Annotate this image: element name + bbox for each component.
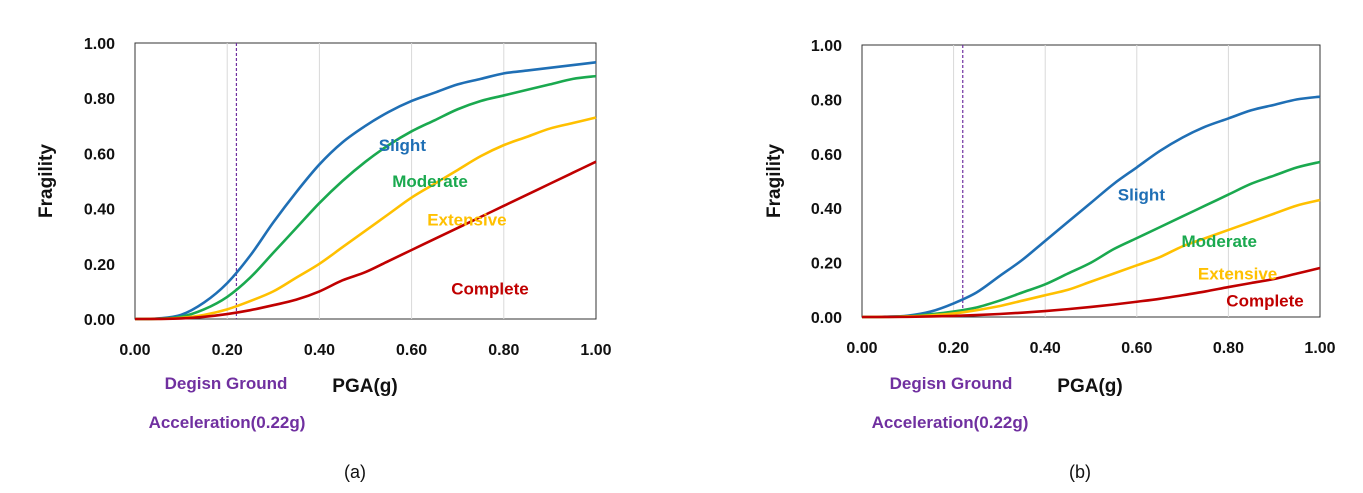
chart-a: 0.00 0.20 0.40 0.60 0.80 1.00 0.00 0.20 0.40 0.6… bbox=[36, 36, 612, 482]
y-tick-label: 1.00 bbox=[811, 38, 842, 55]
y-tick-labels: 0.00 0.20 0.40 0.60 0.80 1.00 bbox=[84, 36, 115, 329]
design-ground-annotation-line1: Degisn Ground bbox=[165, 374, 288, 393]
x-axis-label: PGA(g) bbox=[1057, 376, 1122, 397]
series-label-slight: Slight bbox=[379, 136, 427, 155]
design-ground-annotation-line2: Acceleration(0.22g) bbox=[149, 413, 306, 432]
y-tick-label: 0.00 bbox=[811, 310, 842, 327]
x-tick-labels: 0.00 0.20 0.40 0.60 0.80 1.00 bbox=[846, 340, 1335, 357]
plot-frame bbox=[861, 44, 1321, 318]
x-tick-labels: 0.00 0.20 0.40 0.60 0.80 1.00 bbox=[119, 342, 611, 359]
x-tick-label: 1.00 bbox=[1304, 340, 1335, 357]
y-tick-label: 0.80 bbox=[84, 91, 115, 108]
series-labels: Slight Moderate Extensive Complete bbox=[1118, 186, 1304, 311]
x-axis-label: PGA(g) bbox=[332, 376, 397, 397]
series-label-complete: Complete bbox=[1226, 292, 1303, 311]
x-tick-label: 0.00 bbox=[119, 342, 150, 359]
gridlines bbox=[953, 45, 1229, 317]
y-tick-label: 0.40 bbox=[84, 202, 115, 219]
y-axis-label: Fragility bbox=[36, 144, 57, 218]
series-labels: Slight Moderate Extensive Complete bbox=[379, 136, 529, 299]
x-tick-label: 0.40 bbox=[304, 342, 335, 359]
series-lines bbox=[861, 95, 1321, 319]
gridlines bbox=[226, 43, 505, 319]
x-tick-label: 0.80 bbox=[488, 342, 519, 359]
series-line-extensive bbox=[861, 198, 1321, 319]
series-line-slight bbox=[861, 95, 1321, 319]
x-tick-label: 0.80 bbox=[1213, 340, 1244, 357]
series-line-complete bbox=[861, 266, 1321, 319]
x-tick-label: 0.20 bbox=[938, 340, 969, 357]
series-line-complete bbox=[134, 160, 597, 321]
y-tick-label: 1.00 bbox=[84, 36, 115, 53]
design-ground-annotation-line2: Acceleration(0.22g) bbox=[872, 413, 1029, 432]
series-label-moderate: Moderate bbox=[392, 172, 468, 191]
y-tick-label: 0.40 bbox=[811, 201, 842, 218]
series-label-moderate: Moderate bbox=[1181, 232, 1257, 251]
y-tick-labels: 0.00 0.20 0.40 0.60 0.80 1.00 bbox=[811, 38, 842, 327]
series-label-slight: Slight bbox=[1118, 186, 1166, 205]
x-tick-label: 0.40 bbox=[1030, 340, 1061, 357]
series-lines bbox=[134, 61, 597, 321]
x-tick-label: 0.00 bbox=[846, 340, 877, 357]
x-tick-label: 0.60 bbox=[1121, 340, 1152, 357]
design-ground-annotation-line1: Degisn Ground bbox=[890, 374, 1013, 393]
x-tick-label: 0.60 bbox=[396, 342, 427, 359]
series-line-slight bbox=[134, 61, 597, 321]
chart-b: 0.00 0.20 0.40 0.60 0.80 1.00 0.00 0.20 0.40 0.6… bbox=[764, 38, 1336, 482]
chart-caption: (a) bbox=[344, 462, 366, 482]
y-tick-label: 0.80 bbox=[811, 92, 842, 109]
series-line-moderate bbox=[861, 160, 1321, 319]
y-tick-label: 0.00 bbox=[84, 312, 115, 329]
series-label-complete: Complete bbox=[451, 280, 528, 299]
y-axis-label: Fragility bbox=[764, 144, 785, 218]
y-tick-label: 0.60 bbox=[84, 146, 115, 163]
series-line-moderate bbox=[134, 74, 597, 321]
y-tick-label: 0.20 bbox=[84, 257, 115, 274]
series-label-extensive: Extensive bbox=[427, 211, 506, 230]
chart-caption: (b) bbox=[1069, 462, 1091, 482]
y-tick-label: 0.20 bbox=[811, 256, 842, 273]
y-tick-label: 0.60 bbox=[811, 147, 842, 164]
plot-frame bbox=[134, 42, 597, 320]
series-label-extensive: Extensive bbox=[1198, 264, 1277, 283]
series-line-extensive bbox=[134, 116, 597, 321]
x-tick-label: 1.00 bbox=[580, 342, 611, 359]
x-tick-label: 0.20 bbox=[212, 342, 243, 359]
